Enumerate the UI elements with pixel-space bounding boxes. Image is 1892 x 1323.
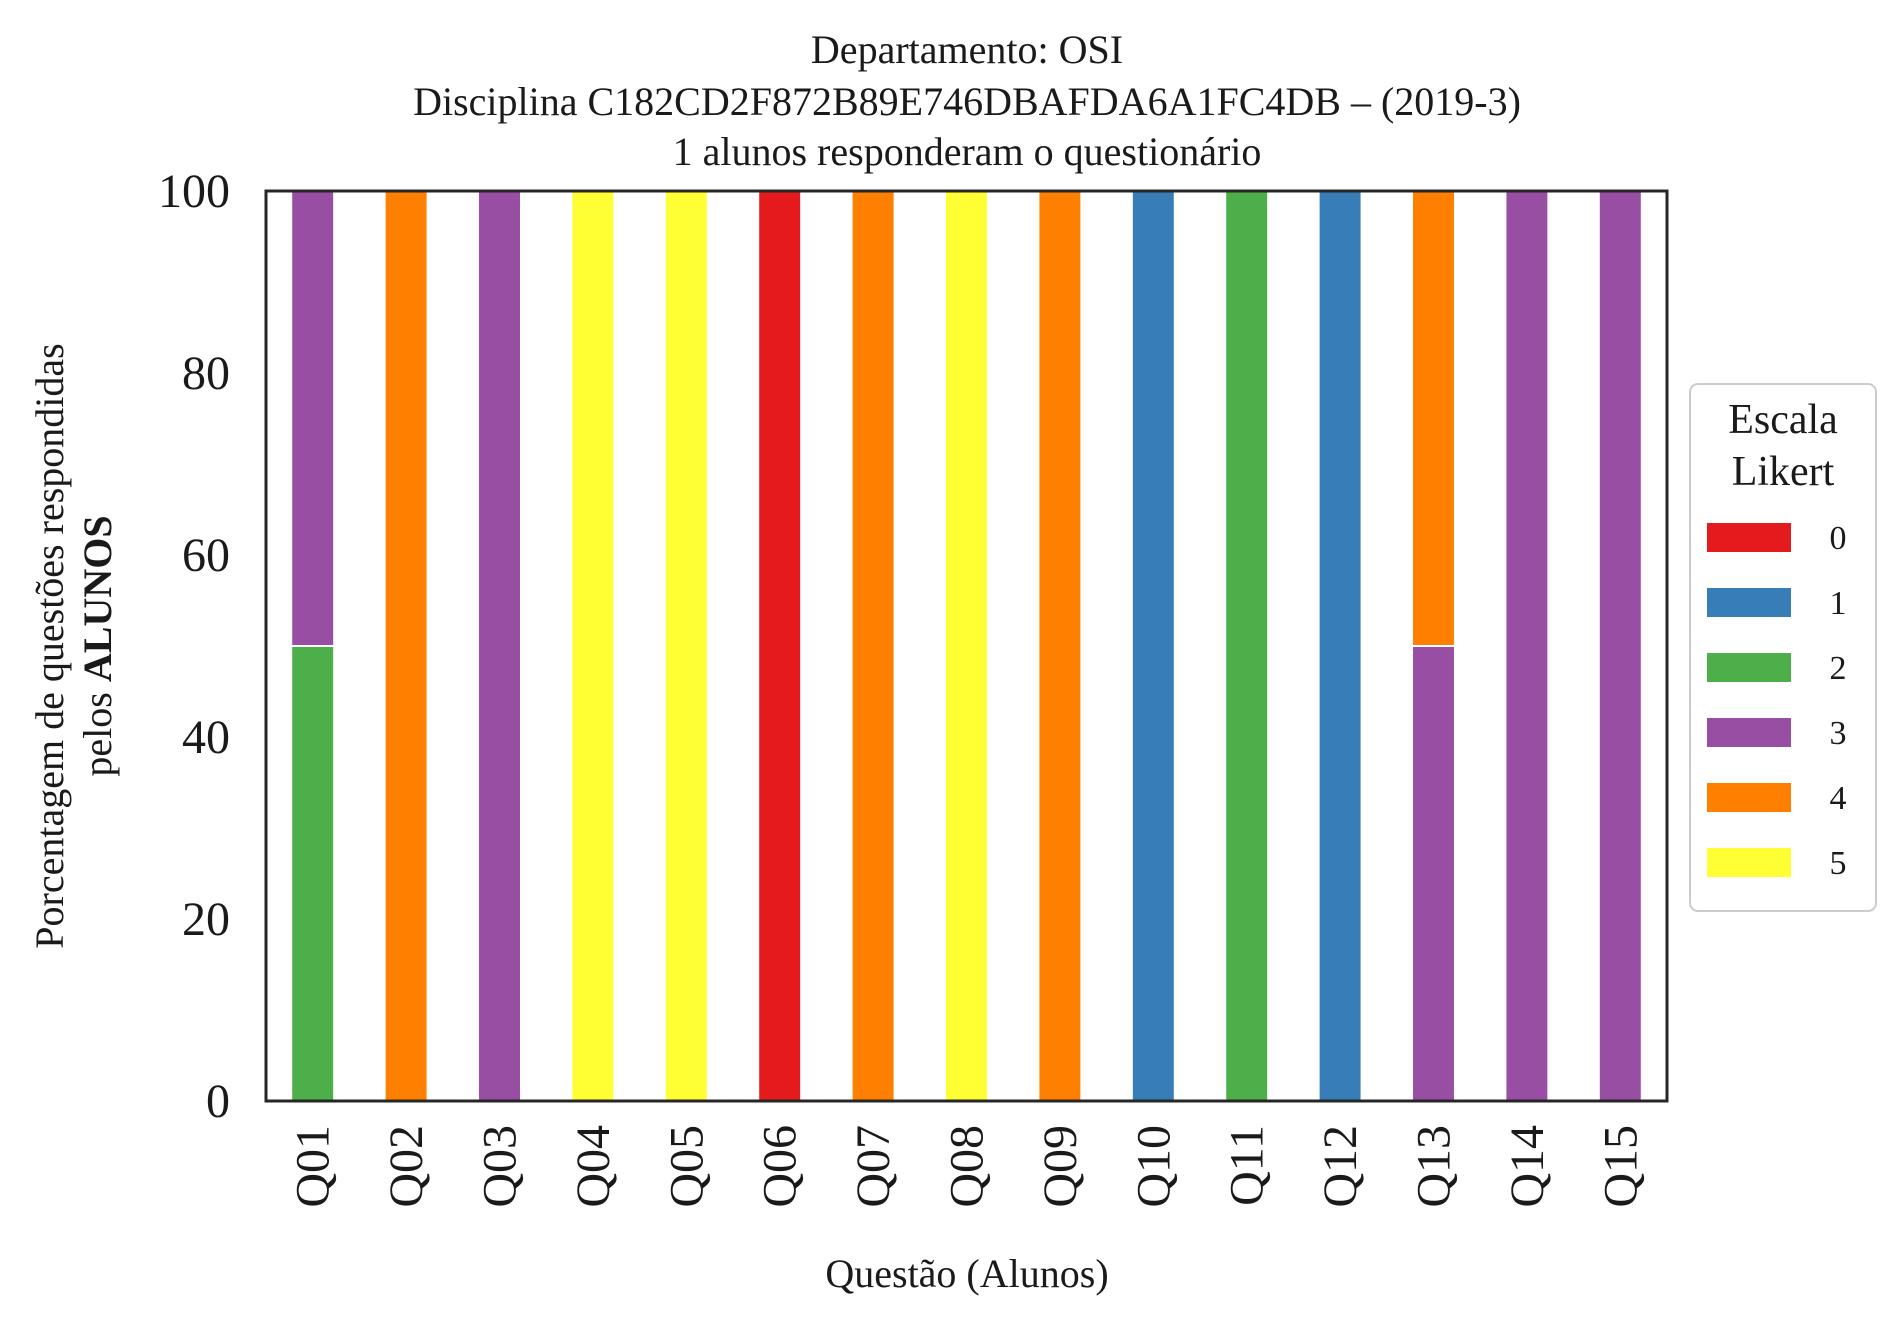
y-axis-label-line-1: Porcentagem de questões respondidas (27, 343, 72, 948)
legend-swatch-0 (1707, 523, 1791, 552)
legend-title-line-2: Likert (1732, 449, 1835, 495)
legend: Escala Likert 0 1 2 3 4 5 (1689, 383, 1877, 912)
title-line-3: 1 alunos responderam o questionário (673, 129, 1262, 174)
bar-Q02-likert-4 (383, 190, 429, 1102)
y-axis-label: Porcentagem de questões respondidas pelo… (27, 343, 120, 948)
y-tick-label: 100 (158, 165, 230, 218)
legend-swatch-4 (1707, 783, 1791, 812)
y-tick-label: 20 (182, 893, 230, 946)
bars-group (290, 190, 1643, 1102)
bar-Q05-likert-5 (663, 190, 709, 1102)
y-axis-label-prefix: pelos (75, 682, 120, 776)
x-tick-label-Q01: Q01 (287, 1125, 340, 1208)
x-tick-label-Q15: Q15 (1594, 1125, 1647, 1208)
x-tick-label-Q07: Q07 (847, 1125, 900, 1208)
y-tick-label: 0 (206, 1075, 230, 1128)
title-line-1: Departamento: OSI (811, 27, 1123, 72)
x-tick-label-Q08: Q08 (941, 1125, 994, 1208)
x-axis-label: Questão (Alunos) (825, 1251, 1108, 1296)
y-tick-label: 80 (182, 347, 230, 400)
bar-Q06-likert-0 (757, 190, 803, 1102)
x-tick-label-Q05: Q05 (660, 1125, 713, 1208)
bar-Q03-likert-3 (477, 190, 522, 1102)
bar-Q07-likert-4 (850, 190, 896, 1102)
bar-Q13-likert-3 (1411, 645, 1456, 1102)
legend-label-2: 2 (1830, 650, 1847, 687)
bar-Q13-likert-4 (1411, 190, 1456, 647)
legend-swatch-3 (1707, 718, 1791, 747)
x-axis-ticks: Q01 Q02 Q03 Q04 Q05 Q06 Q07 Q08 Q09 Q10 Q11 Q12 Q13 Q… (287, 1125, 1648, 1208)
y-axis-label-line-2: pelos ALUNOS (75, 515, 120, 776)
y-axis-ticks: 0 20 40 60 80 100 (158, 165, 230, 1128)
x-tick-label-Q09: Q09 (1034, 1125, 1087, 1208)
chart-title: Departamento: OSI Disciplina C182CD2F872… (413, 27, 1521, 174)
y-tick-label: 60 (182, 529, 230, 582)
x-tick-label-Q06: Q06 (754, 1125, 807, 1208)
legend-label-4: 4 (1830, 780, 1847, 817)
legend-frame (1689, 383, 1877, 912)
bar-Q08-likert-5 (944, 190, 989, 1102)
legend-title-line-1: Escala (1728, 397, 1838, 443)
bar-Q01-likert-3 (290, 190, 336, 647)
bar-Q01-likert-2 (290, 645, 336, 1102)
bar-Q10-likert-1 (1130, 190, 1176, 1102)
x-tick-label-Q04: Q04 (567, 1125, 620, 1208)
bar-Q12-likert-1 (1317, 190, 1363, 1102)
x-tick-label-Q12: Q12 (1314, 1125, 1367, 1208)
bar-Q09-likert-4 (1037, 190, 1083, 1102)
legend-label-1: 1 (1830, 585, 1847, 622)
legend-swatch-1 (1707, 588, 1791, 617)
x-tick-label-Q03: Q03 (474, 1125, 527, 1208)
x-tick-label-Q10: Q10 (1127, 1125, 1180, 1208)
bar-Q15-likert-3 (1597, 190, 1643, 1102)
x-tick-label-Q02: Q02 (380, 1125, 433, 1208)
title-line-2: Disciplina C182CD2F872B89E746DBAFDA6A1FC… (413, 79, 1521, 124)
x-tick-label-Q11: Q11 (1221, 1125, 1274, 1206)
legend-label-0: 0 (1830, 520, 1847, 557)
x-tick-label-Q13: Q13 (1408, 1125, 1461, 1208)
legend-items: 0 1 2 3 4 5 (1707, 520, 1847, 882)
y-axis-label-bold: ALUNOS (75, 515, 120, 682)
plot-frame (264, 189, 1669, 1103)
bar-Q11-likert-2 (1224, 190, 1270, 1102)
legend-label-3: 3 (1830, 715, 1847, 752)
legend-label-5: 5 (1830, 845, 1847, 882)
legend-swatch-5 (1707, 848, 1791, 877)
bar-Q04-likert-5 (570, 190, 616, 1102)
x-tick-label-Q14: Q14 (1501, 1125, 1554, 1208)
y-tick-label: 40 (182, 711, 230, 764)
bar-Q14-likert-3 (1504, 190, 1550, 1102)
legend-swatch-2 (1707, 653, 1791, 682)
